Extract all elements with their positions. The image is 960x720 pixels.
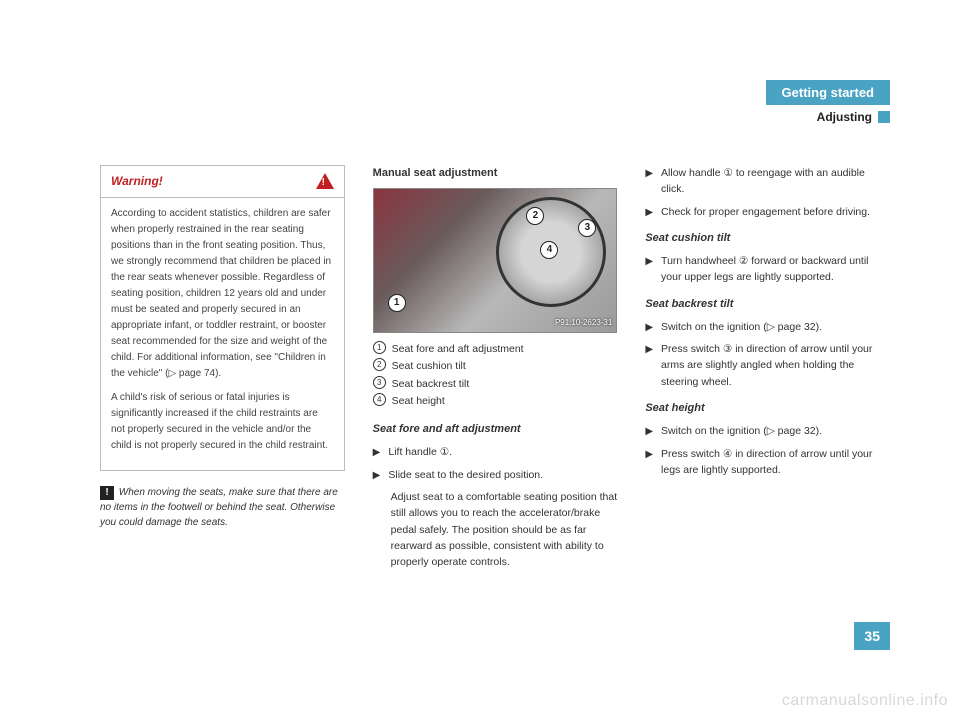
step-marker-icon: ▶: [373, 468, 381, 484]
step-marker-icon: ▶: [645, 254, 653, 286]
step-text: Slide seat to the desired position.: [388, 467, 617, 484]
warning-icon: [316, 173, 334, 189]
step-marker-icon: ▶: [373, 445, 381, 461]
note-icon: !: [100, 486, 114, 500]
subsection-backrest-tilt: Seat backrest tilt: [645, 296, 890, 313]
section-marker: [878, 111, 890, 123]
step: ▶Allow handle ① to reengage with an audi…: [645, 165, 890, 198]
step-marker-icon: ▶: [645, 447, 653, 479]
step-text: Switch on the ignition (▷ page 32).: [661, 423, 890, 440]
subsection-seat-height: Seat height: [645, 400, 890, 417]
step-marker-icon: ▶: [645, 424, 653, 440]
step: ▶ Switch on the ignition (▷ page 32).: [645, 423, 890, 440]
step-paragraph: Adjust seat to a comfortable seating pos…: [391, 489, 618, 570]
section-title: Adjusting: [817, 110, 872, 124]
seat-figure: 1 2 3 4 P91.10-2623-31: [373, 188, 618, 333]
step: ▶ Slide seat to the desired position.: [373, 467, 618, 484]
subsection-cushion-tilt: Seat cushion tilt: [645, 230, 890, 247]
step: ▶ Switch on the ignition (▷ page 32).: [645, 319, 890, 336]
warning-paragraph-2: A child's risk of serious or fatal injur…: [111, 390, 334, 454]
step: ▶ Check for proper engagement before driv…: [645, 204, 890, 221]
step-text: Allow handle ① to reengage with an audib…: [661, 165, 890, 198]
figure-legend: 1 Seat fore and aft adjustment 2 Seat cush…: [373, 341, 618, 409]
note: ! When moving the seats, make sure that …: [100, 485, 345, 530]
section-title-row: Adjusting: [817, 110, 890, 124]
figure-reference: P91.10-2623-31: [555, 317, 612, 329]
step-text: Turn handwheel ② forward or backward unt…: [661, 253, 890, 286]
legend-text-3: Seat backrest tilt: [392, 376, 470, 392]
column-1: Warning! According to accident statistic…: [100, 165, 345, 576]
watermark: carmanualsonline.info: [782, 692, 948, 710]
step-marker-icon: ▶: [645, 166, 653, 198]
step-text: Press switch ③ in direction of arrow unt…: [661, 341, 890, 390]
page-number: 35: [854, 622, 890, 650]
warning-header: Warning!: [101, 166, 344, 198]
column-3: ▶Allow handle ① to reengage with an audi…: [645, 165, 890, 576]
legend-text-2: Seat cushion tilt: [392, 358, 466, 374]
step-text: Press switch ④ in direction of arrow unt…: [661, 446, 890, 479]
step-marker-icon: ▶: [645, 320, 653, 336]
chapter-title: Getting started: [766, 80, 890, 105]
legend-num-2: 2: [373, 358, 386, 371]
step-text: Lift handle ①.: [388, 444, 617, 461]
legend-num-3: 3: [373, 376, 386, 389]
step: ▶Turn handwheel ② forward or backward un…: [645, 253, 890, 286]
subsection-fore-aft: Seat fore and aft adjustment: [373, 421, 618, 438]
step-marker-icon: ▶: [645, 205, 653, 221]
legend-num-4: 4: [373, 393, 386, 406]
warning-title: Warning!: [111, 172, 163, 191]
step: ▶ Lift handle ①.: [373, 444, 618, 461]
section-heading: Manual seat adjustment: [373, 165, 618, 182]
figure-callout-1: 1: [388, 294, 406, 312]
step-marker-icon: ▶: [645, 342, 653, 390]
legend-text-4: Seat height: [392, 393, 445, 409]
legend-text-1: Seat fore and aft adjustment: [392, 341, 524, 357]
warning-body: According to accident statistics, childr…: [101, 198, 344, 470]
step: ▶Press switch ④ in direction of arrow un…: [645, 446, 890, 479]
step-text: Switch on the ignition (▷ page 32).: [661, 319, 890, 336]
column-2: Manual seat adjustment 1 2 3 4 P91.10-26…: [373, 165, 618, 576]
warning-paragraph-1: According to accident statistics, childr…: [111, 206, 334, 382]
step: ▶Press switch ③ in direction of arrow un…: [645, 341, 890, 390]
warning-box: Warning! According to accident statistic…: [100, 165, 345, 471]
step-text: Check for proper engagement before drivi…: [661, 204, 890, 221]
note-text: When moving the seats, make sure that th…: [100, 487, 338, 528]
legend-num-1: 1: [373, 341, 386, 354]
